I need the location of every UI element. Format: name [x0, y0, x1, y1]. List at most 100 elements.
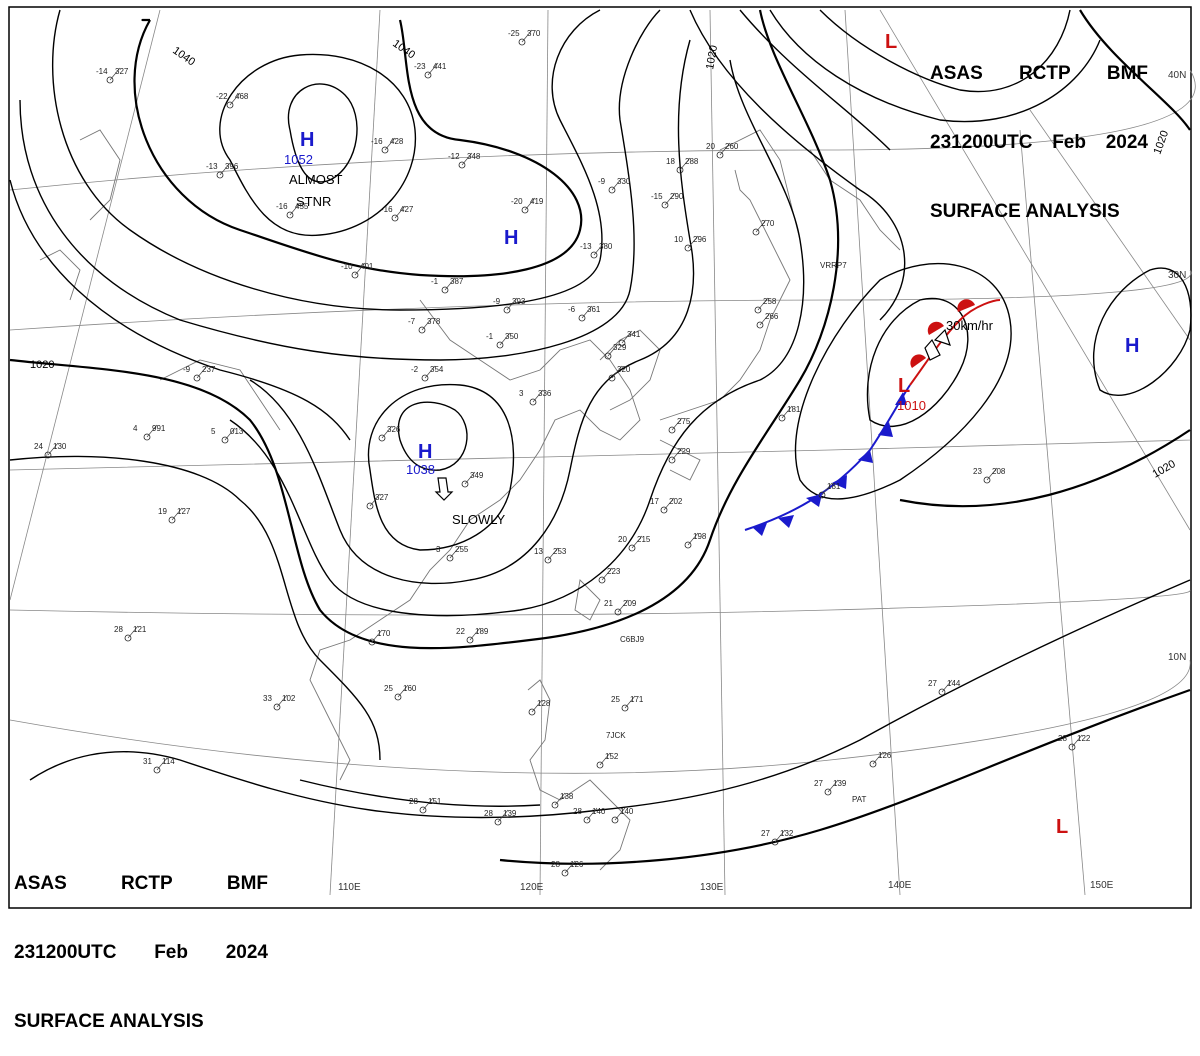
station-temperature: 5 — [211, 427, 216, 436]
station-plot: 181 — [778, 405, 801, 422]
station-plot: 20 215 — [618, 535, 651, 552]
station-temperature: 31 — [143, 757, 152, 766]
station-circle — [598, 576, 606, 584]
wind-barb — [521, 29, 533, 43]
header-month: Feb — [154, 942, 188, 963]
header-center: RCTP — [1018, 63, 1071, 84]
wind-barb — [872, 751, 884, 765]
wind-barb — [554, 792, 566, 806]
station-circle — [494, 818, 502, 826]
station-temperature: 27 — [928, 679, 937, 688]
station-plot: 3 336 — [519, 389, 552, 406]
station-temperature: -25 — [508, 29, 520, 38]
station-circle — [824, 788, 832, 796]
station-circle — [818, 491, 826, 499]
station-pressure: 350 — [505, 332, 519, 341]
station-circle — [529, 398, 537, 406]
station-temperature: 3 — [519, 389, 524, 398]
wind-barb — [444, 277, 456, 291]
motion-note: 30km/hr — [946, 318, 994, 333]
station-temperature: -16 — [371, 137, 383, 146]
wind-barb — [757, 297, 769, 311]
station-temperature: -1 — [486, 332, 494, 341]
station-circle — [44, 451, 52, 459]
station-pressure: 253 — [553, 547, 567, 556]
station-circle — [596, 761, 604, 769]
station-circle — [466, 636, 474, 644]
station-plot: 28 140 — [573, 807, 606, 824]
station-plot: 21 209 — [604, 599, 637, 616]
station-pressure: 991 — [152, 424, 166, 433]
station-temperature: -6 — [568, 305, 576, 314]
wind-barb — [371, 629, 383, 643]
station-pressure: 270 — [761, 219, 775, 228]
station-pressure: 455 — [295, 202, 309, 211]
station-circle — [368, 638, 376, 646]
station-pressure: 151 — [428, 797, 442, 806]
header-title: SURFACE ANALYSIS — [14, 1011, 204, 1032]
station-circle — [424, 71, 432, 79]
high-pressure-letter: H — [504, 227, 518, 249]
motion-note: SLOWLY — [452, 512, 506, 527]
station-temperature: 18 — [666, 157, 675, 166]
wind-barb — [461, 152, 473, 166]
wind-barb — [506, 297, 518, 311]
station-plot: 5 013 — [211, 427, 244, 444]
station-plot: -20 419 — [511, 197, 544, 214]
wind-barb — [631, 535, 643, 549]
station-circle — [381, 146, 389, 154]
station-plot: -2 354 — [411, 365, 444, 382]
station-pressure: 320 — [617, 365, 631, 374]
station-circle — [421, 374, 429, 382]
station-circle — [391, 214, 399, 222]
station-circle — [216, 171, 224, 179]
station-pressure: 378 — [427, 317, 441, 326]
station-pressure: 290 — [670, 192, 684, 201]
wind-barb — [397, 684, 409, 698]
station-circle — [938, 688, 946, 696]
station-pressure: 139 — [503, 809, 517, 818]
station-plot: -9 393 — [493, 297, 526, 314]
ship-labels: VRRP7 C6BJ9 7JCK PAT — [606, 261, 866, 804]
low-pressure-letter: L — [1056, 816, 1068, 838]
station-pressure: 428 — [390, 137, 404, 146]
station-plot: 275 — [668, 417, 691, 434]
station-pressure: 138 — [560, 792, 574, 801]
station-circle — [621, 704, 629, 712]
header-time: 231200UTC — [14, 942, 117, 963]
isobars — [9, 9, 1192, 865]
isobar-label: 1020 — [30, 359, 54, 371]
station-temperature: 28 — [573, 807, 582, 816]
station-circle — [518, 38, 526, 46]
station-plot: -15 290 — [651, 192, 684, 209]
station-pressure: 189 — [475, 627, 489, 636]
station-pressure: 354 — [430, 365, 444, 374]
station-plot: -14 327 — [96, 67, 129, 84]
station-pressure: 132 — [780, 829, 794, 838]
station-plot: 258 — [754, 297, 777, 314]
station-circle — [611, 816, 619, 824]
station-plot: 25 171 — [611, 695, 644, 712]
latitude-label: 10N — [1168, 652, 1186, 663]
wind-barb — [755, 219, 767, 233]
station-pressure: 396 — [225, 162, 239, 171]
station-pressure: 393 — [512, 297, 526, 306]
station-circle — [193, 374, 201, 382]
station-circle — [528, 708, 536, 716]
station-pressure: 348 — [467, 152, 481, 161]
station-temperature: 28 — [484, 809, 493, 818]
station-circle — [608, 374, 616, 382]
station-temperature: 21 — [604, 599, 613, 608]
station-pressure: 266 — [765, 312, 779, 321]
station-pressure: 341 — [627, 330, 641, 339]
wind-barb — [607, 343, 619, 357]
wind-barb — [421, 317, 433, 331]
station-pressure: 181 — [787, 405, 801, 414]
station-temperature: -14 — [96, 67, 108, 76]
station-pressure: 209 — [623, 599, 637, 608]
station-circle — [604, 352, 612, 360]
station-pressure: 296 — [693, 235, 707, 244]
ship-label: 7JCK — [606, 731, 626, 740]
low-pressure-letter: L — [898, 375, 910, 397]
station-pressure: 326 — [387, 425, 401, 434]
